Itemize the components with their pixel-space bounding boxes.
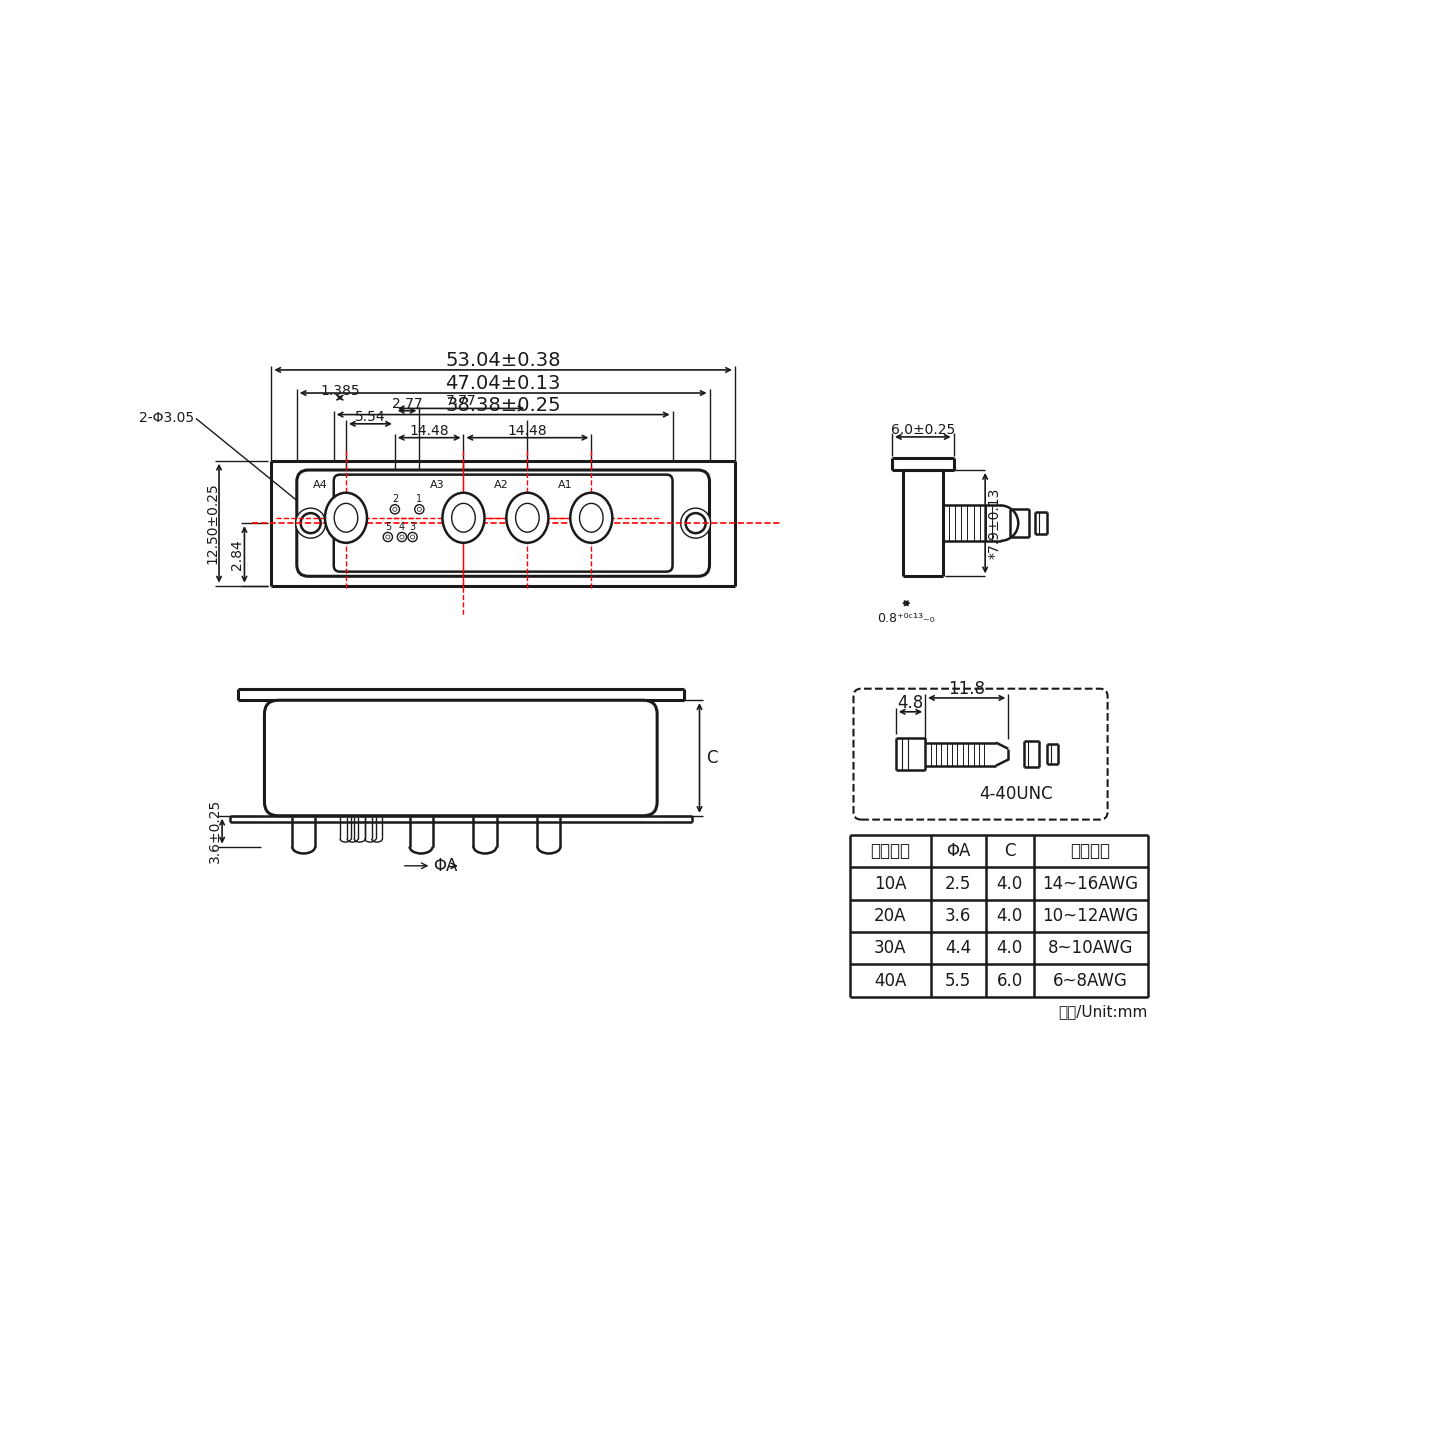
Text: 8~10AWG: 8~10AWG [1048, 939, 1133, 958]
Ellipse shape [452, 504, 475, 533]
Circle shape [410, 534, 415, 539]
Text: 5: 5 [384, 521, 390, 531]
Text: 3: 3 [409, 521, 416, 531]
Circle shape [386, 534, 390, 539]
Text: 1.385: 1.385 [320, 383, 360, 397]
Text: 10A: 10A [874, 874, 906, 893]
Text: 40A: 40A [874, 972, 906, 989]
FancyBboxPatch shape [334, 475, 672, 572]
FancyBboxPatch shape [854, 688, 1107, 819]
Circle shape [301, 513, 321, 533]
Text: 4.4: 4.4 [945, 939, 972, 958]
Text: 0.8⁺⁰ᶜ¹³₋₀: 0.8⁺⁰ᶜ¹³₋₀ [877, 612, 935, 625]
Text: 4.8: 4.8 [897, 694, 923, 711]
Text: 6.0: 6.0 [996, 972, 1022, 989]
Text: Lightony: Lightony [282, 708, 639, 778]
Ellipse shape [325, 492, 367, 543]
Ellipse shape [516, 504, 539, 533]
FancyBboxPatch shape [297, 469, 710, 576]
Text: 47.04±0.13: 47.04±0.13 [445, 374, 560, 393]
Text: A2: A2 [494, 480, 508, 490]
Text: 1: 1 [416, 494, 422, 504]
Text: 53.04±0.38: 53.04±0.38 [445, 351, 562, 370]
Text: 10~12AWG: 10~12AWG [1043, 907, 1139, 924]
Circle shape [418, 507, 422, 511]
Text: 2.77: 2.77 [392, 397, 422, 410]
Text: 3.6±0.25: 3.6±0.25 [209, 799, 222, 863]
Circle shape [685, 513, 706, 533]
Text: 4.0: 4.0 [996, 939, 1022, 958]
Circle shape [400, 534, 405, 539]
Text: 6.0±0.25: 6.0±0.25 [891, 423, 955, 436]
Text: C: C [1004, 842, 1015, 860]
Text: 38.38±0.25: 38.38±0.25 [445, 396, 562, 415]
Ellipse shape [334, 504, 357, 533]
Circle shape [408, 533, 418, 541]
Circle shape [681, 508, 711, 539]
Ellipse shape [570, 492, 612, 543]
Text: 5.54: 5.54 [356, 410, 386, 423]
Text: 14.48: 14.48 [409, 423, 449, 438]
Circle shape [383, 533, 393, 541]
Text: 6~8AWG: 6~8AWG [1053, 972, 1128, 989]
Text: ΦA: ΦA [946, 842, 971, 860]
Text: *7.9±0.13: *7.9±0.13 [988, 488, 1001, 559]
Text: 30A: 30A [874, 939, 906, 958]
Text: ΦA: ΦA [433, 857, 458, 874]
Text: 2.84: 2.84 [230, 539, 245, 570]
Text: 单位/Unit:mm: 单位/Unit:mm [1058, 1005, 1148, 1020]
FancyBboxPatch shape [265, 700, 657, 815]
Circle shape [390, 504, 399, 514]
Text: 2-Φ3.05: 2-Φ3.05 [140, 412, 194, 425]
Text: 14~16AWG: 14~16AWG [1043, 874, 1139, 893]
Text: 额定电流: 额定电流 [870, 842, 910, 860]
Text: 线材规格: 线材规格 [1071, 842, 1110, 860]
Text: 5.5: 5.5 [945, 972, 972, 989]
Circle shape [393, 507, 397, 511]
Text: 4-40UNC: 4-40UNC [979, 785, 1053, 802]
Text: 4.0: 4.0 [996, 907, 1022, 924]
Text: 4.0: 4.0 [996, 874, 1022, 893]
Text: 14.48: 14.48 [507, 423, 547, 438]
Text: A1: A1 [557, 480, 573, 490]
Text: C: C [706, 749, 717, 768]
Text: 4: 4 [399, 521, 405, 531]
Text: 12.50±0.25: 12.50±0.25 [204, 482, 219, 564]
Text: 11.8: 11.8 [948, 680, 985, 698]
Circle shape [397, 533, 406, 541]
Text: A3: A3 [431, 480, 445, 490]
Ellipse shape [507, 492, 549, 543]
Text: A4: A4 [312, 480, 327, 490]
Text: 20A: 20A [874, 907, 906, 924]
Ellipse shape [579, 504, 603, 533]
Text: 3.6: 3.6 [945, 907, 972, 924]
Text: 2: 2 [392, 494, 397, 504]
Text: 2.5: 2.5 [945, 874, 972, 893]
Circle shape [295, 508, 325, 539]
Circle shape [415, 504, 423, 514]
Text: 7.77: 7.77 [446, 395, 477, 409]
Ellipse shape [442, 492, 484, 543]
